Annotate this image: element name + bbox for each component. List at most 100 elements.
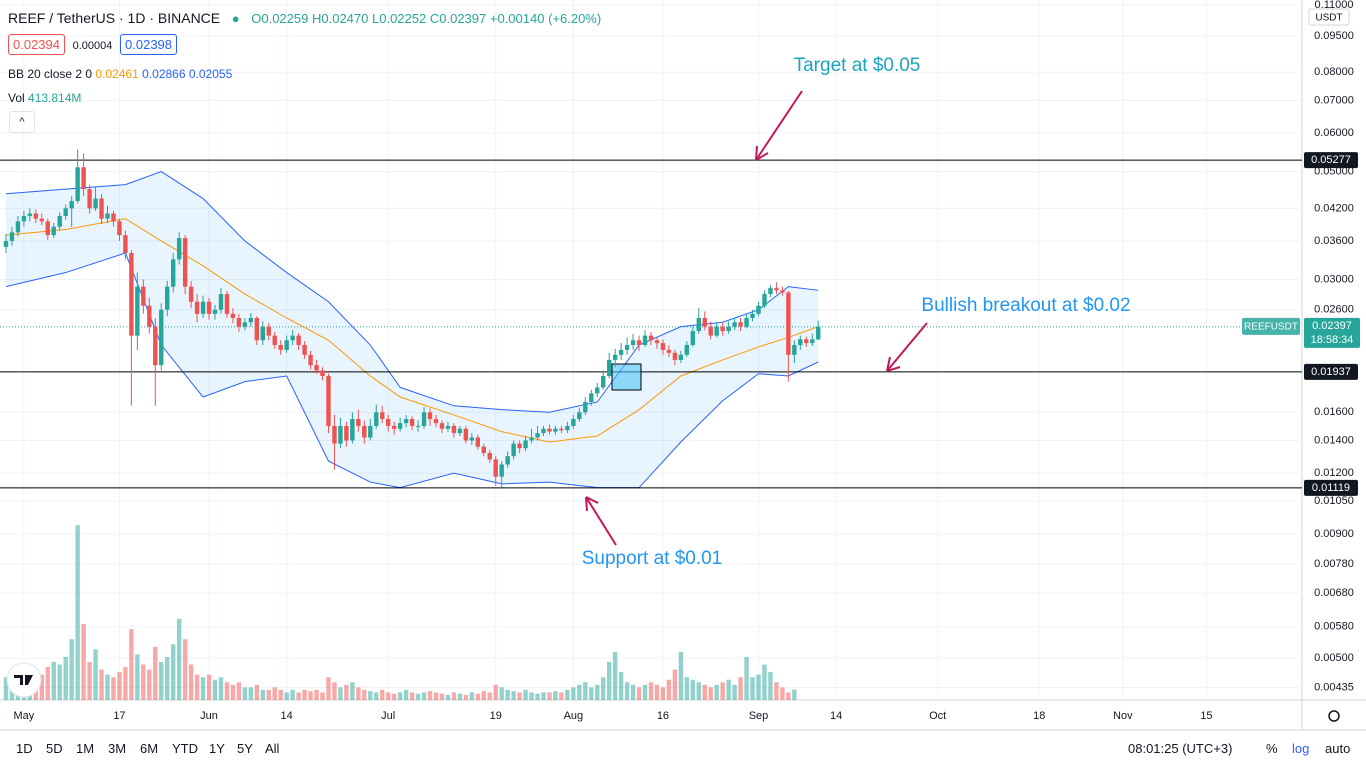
volume-bar [117, 672, 122, 700]
y-tick-label: 0.07000 [1314, 94, 1354, 106]
range-button[interactable]: 1Y [209, 741, 225, 756]
breakout-box [611, 363, 642, 391]
volume-bar [774, 682, 779, 700]
volume-bar [368, 691, 373, 700]
candle-body [768, 288, 773, 295]
x-tick-label: Aug [564, 710, 584, 722]
volume-bar [171, 644, 176, 700]
volume-bar [320, 692, 325, 700]
candle-body [314, 365, 319, 371]
volume-bar [3, 677, 9, 700]
candle-body [153, 326, 158, 366]
volume-bar [254, 684, 260, 700]
scale-option[interactable]: auto [1325, 741, 1351, 756]
volume-bar [636, 687, 642, 700]
settings-icon[interactable] [1328, 710, 1340, 722]
volume-bar [523, 689, 528, 700]
volume-bar [421, 692, 427, 700]
clock: 08:01:25 (UTC+3) [1128, 741, 1233, 756]
collapse-button[interactable]: ^ [9, 111, 35, 133]
candle-body [236, 317, 242, 327]
range-button[interactable]: 3M [108, 741, 127, 756]
y-tick-label: 0.00580 [1314, 621, 1354, 633]
volume-bar [147, 669, 152, 700]
bid[interactable]: 0.02394 [8, 34, 65, 55]
volume-bar [135, 654, 140, 700]
volume-bar [39, 674, 45, 700]
volume-bar [499, 687, 504, 700]
candle-body [810, 339, 815, 344]
volume-bar [475, 693, 480, 700]
bb-basis [5, 218, 819, 443]
volume-bar [260, 689, 265, 700]
symbol[interactable]: REEF / TetherUS · 1D · BINANCE [8, 10, 221, 26]
volume-bar [553, 691, 558, 700]
bb-label: BB 20 close 2 0 [8, 67, 93, 81]
candle-body [332, 425, 337, 444]
candle-body [678, 354, 684, 360]
range-button[interactable]: All [265, 741, 280, 756]
range-button[interactable]: 1D [16, 741, 33, 756]
candle-body [386, 419, 391, 426]
scale-option[interactable]: log [1292, 741, 1310, 756]
candle-body [165, 286, 170, 310]
bb-lower [5, 252, 819, 489]
candle-body [415, 425, 421, 427]
price-tag [1304, 317, 1360, 348]
candle-body [481, 446, 486, 453]
bb-value: 0.02461 [95, 67, 139, 81]
volume-bar [624, 682, 630, 700]
y-tick-label: 0.01200 [1314, 467, 1354, 479]
candle-body [99, 198, 104, 219]
volume-bar [487, 692, 492, 700]
candle-body [374, 412, 379, 426]
volume-bar [529, 692, 534, 700]
candle-body [553, 428, 558, 432]
volume-bar [326, 677, 331, 700]
volume-bar [87, 662, 92, 700]
volume-bar [69, 639, 74, 700]
volume-bar [188, 664, 194, 700]
candle-body [33, 213, 39, 219]
volume-bar [81, 624, 86, 700]
volume-bar [660, 687, 666, 700]
volume-bar [153, 646, 158, 700]
y-tick-label: 0.00900 [1314, 528, 1354, 540]
volume-bar [678, 651, 684, 700]
candle-body [27, 213, 33, 217]
volume-bar [571, 687, 576, 700]
candle-body [636, 340, 642, 346]
ohlc: O0.02259 [251, 11, 309, 26]
range-button[interactable]: 6M [140, 741, 159, 756]
candle-body [606, 359, 612, 376]
range-button[interactable]: 5Y [237, 741, 253, 756]
candle-body [559, 428, 564, 431]
volume-bar [159, 662, 164, 700]
candle-body [774, 288, 779, 291]
candle-body [9, 232, 15, 241]
scale-option[interactable]: % [1266, 741, 1278, 756]
candle-body [362, 425, 367, 438]
volume-bar [762, 664, 767, 700]
candle-body [714, 326, 719, 336]
candle-body [517, 443, 522, 449]
candle-body [409, 419, 415, 426]
arrows [585, 90, 928, 546]
range-button[interactable]: 1M [76, 741, 95, 756]
ask[interactable]: 0.02398 [120, 34, 178, 55]
candle-body [206, 301, 212, 314]
range-button[interactable]: YTD [172, 741, 198, 756]
volume-bar [111, 677, 116, 700]
volume-bar [332, 682, 337, 700]
volume-bar [338, 687, 343, 700]
candle-body [744, 317, 749, 327]
volume-bar [427, 691, 433, 700]
volume-bar [493, 684, 498, 700]
range-button[interactable]: 5D [46, 741, 63, 756]
candle-body [272, 335, 277, 346]
volume-bar [463, 694, 469, 700]
candle-body [15, 221, 21, 233]
candle-body [81, 167, 86, 190]
